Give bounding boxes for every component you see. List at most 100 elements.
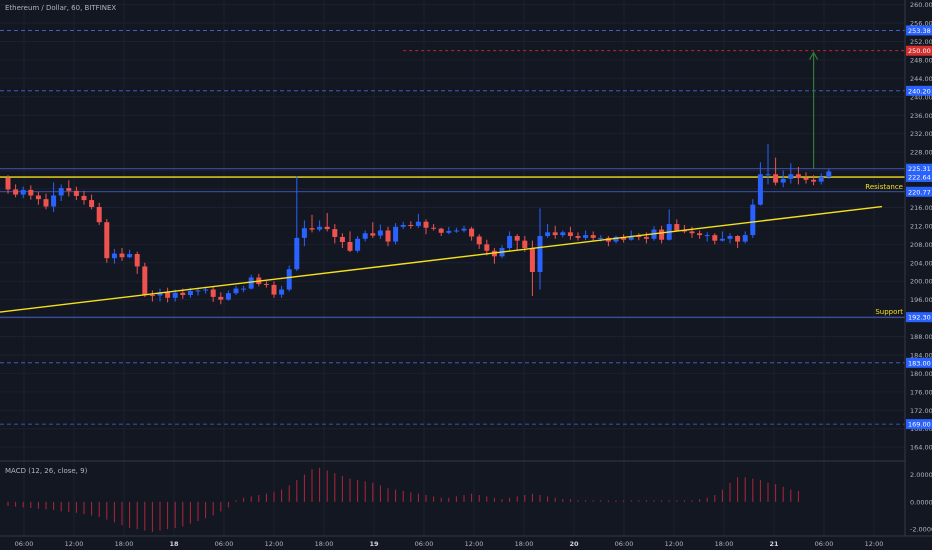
candle-body [127,254,133,258]
price-tick-label: 180.00 [910,370,932,378]
candle-body [507,236,513,249]
candle-body [750,204,756,236]
price-tick-label: 260.00 [910,1,932,9]
price-label-text: 192.30 [908,314,931,322]
candle-body [241,288,247,290]
candle-body [803,177,809,180]
candle-body [643,236,649,239]
time-tick-label: 20 [569,540,579,548]
candle-body [735,236,741,242]
candle-body [81,195,87,201]
candle-body [628,236,634,240]
price-label-text: 169.00 [908,421,931,429]
candle-body [765,174,771,176]
time-tick-label: 06:00 [815,540,834,548]
price-axis[interactable]: 164.00 168.00 172.00 176.00 180.00 184.00 188.… [904,0,932,536]
price-label-text: 183.00 [908,359,931,367]
price-tick-label: 212.00 [910,222,932,230]
candle-body [20,189,26,195]
price-tick-label: 208.00 [910,241,932,249]
candle-body [438,228,444,233]
price-label-tag [906,163,932,174]
candle-body [195,290,201,292]
candle-body [89,200,95,207]
candle-body [317,226,323,230]
candle-body [408,224,414,226]
candle-body [476,236,482,245]
candle-body [286,269,292,290]
candle-body [415,221,421,226]
candle-body [339,236,345,243]
price-tick-label: 248.00 [910,56,932,64]
price-tick-label: 196.00 [910,296,932,304]
price-tick-label: 256.00 [910,20,932,28]
candle-body [674,224,680,231]
candle-body [552,232,558,236]
candle-body [301,228,307,238]
price-tick-label: 232.00 [910,130,932,138]
price-label-tag [906,85,932,96]
candle-body [780,178,786,183]
candle-body [309,228,315,230]
candle-body [157,292,163,296]
price-tick-label: 216.00 [910,204,932,212]
candle-body [203,289,209,291]
candle-body [659,229,665,240]
candle-body [248,277,254,289]
candle-body [119,253,125,258]
candle-body [51,195,57,207]
price-label-text: 253.38 [908,27,931,35]
candle-body [400,224,406,227]
price-label-tag [906,45,932,56]
candle-body [263,283,269,285]
macd-tick-label: 0.0000 [910,498,932,506]
candle-body [567,232,573,237]
target-arrow-head [809,51,819,60]
candle-body [324,226,330,230]
candle-body [712,235,718,241]
price-tick-label: 244.00 [910,75,932,83]
overlays [0,51,883,313]
level-caption: Resistance [865,183,903,191]
time-tick-label: 19 [369,540,379,548]
candle-body [73,190,79,196]
candle-body [575,236,581,238]
price-tick-label: 176.00 [910,388,932,396]
candle-body [134,254,140,267]
price-tick-label: 228.00 [910,149,932,157]
price-label-tag [906,25,932,36]
price-label-text: 225.31 [908,165,931,173]
candle-body [529,248,535,272]
candle-body [28,189,34,196]
candle-body [111,253,117,259]
candle-body [180,292,186,296]
candle-body [461,228,467,231]
time-axis[interactable]: 06:00 12:00 18:00 18 06:00 12:00 18:00 19 06:00 1… [0,535,932,548]
candle-body [142,266,148,296]
candle-body [13,189,19,195]
candle-body [598,237,604,239]
candle-body [719,238,725,241]
support-trendline[interactable] [0,205,883,313]
time-tick-label: 12:00 [865,540,884,548]
candle-body [681,230,687,232]
candle-body [826,171,832,178]
candle-body [43,199,49,207]
candle-body [621,236,627,240]
time-tick-label: 12:00 [265,540,284,548]
candle-body [757,174,763,205]
candle-body [484,244,490,251]
price-label-tag [906,186,932,197]
candle-body [689,231,695,234]
candle-body [613,236,619,242]
price-label-tag [906,357,932,368]
price-tick-label: 168.00 [910,425,932,433]
level-caption: Support [875,308,903,316]
candle-body [545,232,551,237]
candle-body [818,177,824,182]
candle-body [514,236,520,241]
macd-pane [0,460,905,532]
time-tick-label: 06:00 [215,540,234,548]
candle-body [446,230,452,233]
